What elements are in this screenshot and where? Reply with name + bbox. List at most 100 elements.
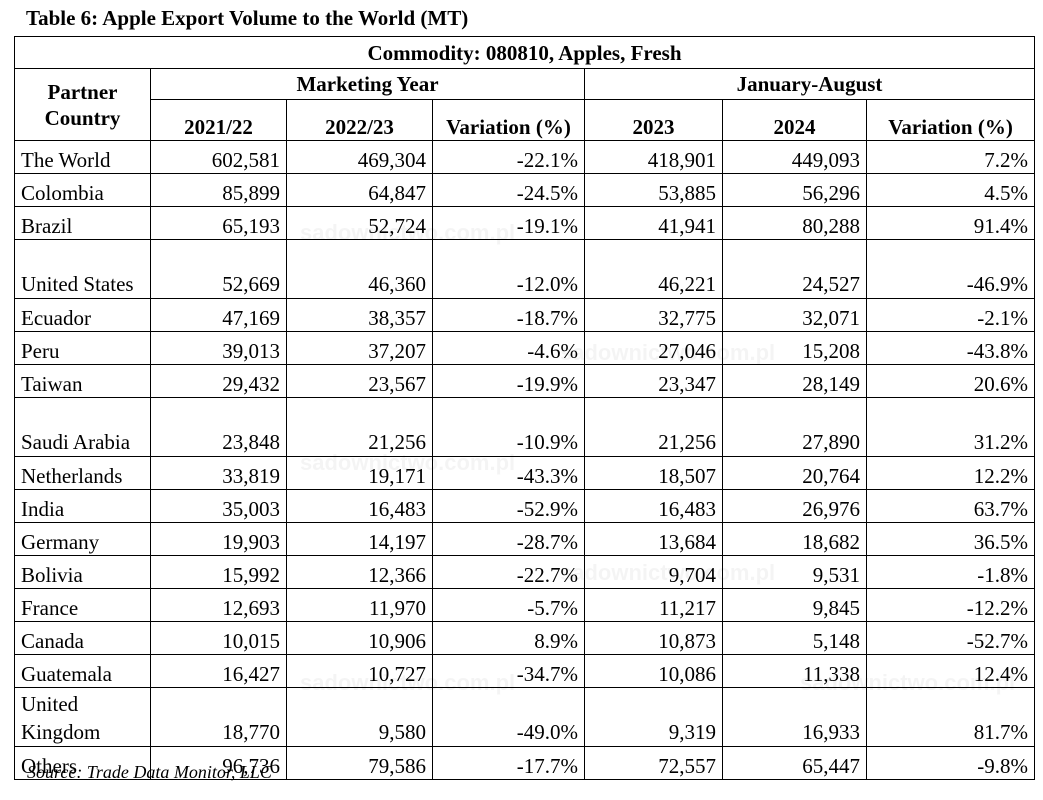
table-row: Canada 10,015 10,906 8.9% 10,873 5,148 -… bbox=[14, 621, 1036, 655]
country-cell: Others bbox=[14, 746, 151, 780]
variation-my: -22.7% bbox=[432, 555, 585, 589]
col-header-2021-22: 2021/22 bbox=[150, 99, 287, 141]
variation-ja: 7.2% bbox=[865, 140, 1036, 174]
value-2022-23: 10,727 bbox=[286, 654, 433, 688]
table-row: The World 602,581 469,304 -22.1% 418,901… bbox=[14, 140, 1036, 174]
variation-my: -28.7% bbox=[432, 522, 585, 556]
value-2024: 11,338 bbox=[722, 654, 867, 688]
value-2024: 65,447 bbox=[722, 746, 867, 780]
commodity-header: Commodity: 080810, Apples, Fresh bbox=[13, 36, 1036, 69]
variation-ja: -1.8% bbox=[865, 555, 1036, 589]
value-2024: 9,845 bbox=[722, 588, 867, 622]
table-caption: Table 6: Apple Export Volume to the Worl… bbox=[26, 6, 469, 30]
variation-ja: -9.8% bbox=[865, 746, 1036, 780]
value-2021-22: 18,770 bbox=[150, 687, 287, 747]
value-2021-22: 96,736 bbox=[150, 746, 287, 780]
table-row: Saudi Arabia 23,848 21,256 -10.9% 21,256… bbox=[14, 397, 1036, 457]
variation-my: -49.0% bbox=[432, 687, 585, 747]
value-2024: 9,531 bbox=[722, 555, 867, 589]
value-2022-23: 79,586 bbox=[286, 746, 433, 780]
variation-ja: -43.8% bbox=[865, 331, 1036, 365]
variation-my: -4.6% bbox=[432, 331, 585, 365]
value-2024: 15,208 bbox=[722, 331, 867, 365]
variation-ja: -46.9% bbox=[865, 239, 1036, 299]
value-2024: 20,764 bbox=[722, 456, 867, 490]
value-2024: 80,288 bbox=[722, 206, 867, 240]
country-cell: United States bbox=[14, 239, 151, 299]
value-2024: 18,682 bbox=[722, 522, 867, 556]
variation-ja: 36.5% bbox=[865, 522, 1036, 556]
table-row: United States 52,669 46,360 -12.0% 46,22… bbox=[14, 239, 1036, 299]
country-cell: Colombia bbox=[14, 173, 151, 207]
value-2021-22: 12,693 bbox=[150, 588, 287, 622]
value-2024: 56,296 bbox=[722, 173, 867, 207]
value-2022-23: 52,724 bbox=[286, 206, 433, 240]
partner-country-header: Partner Country bbox=[14, 68, 151, 141]
value-2023: 10,086 bbox=[584, 654, 723, 688]
variation-ja: 63.7% bbox=[865, 489, 1036, 523]
country-cell: Peru bbox=[14, 331, 151, 365]
value-2023: 10,873 bbox=[584, 621, 723, 655]
value-2023: 9,319 bbox=[584, 687, 723, 747]
value-2022-23: 19,171 bbox=[286, 456, 433, 490]
value-2021-22: 29,432 bbox=[150, 364, 287, 398]
table-row: France 12,693 11,970 -5.7% 11,217 9,845 … bbox=[14, 588, 1036, 622]
value-2021-22: 85,899 bbox=[150, 173, 287, 207]
value-2022-23: 11,970 bbox=[286, 588, 433, 622]
value-2023: 46,221 bbox=[584, 239, 723, 299]
country-cell: India bbox=[14, 489, 151, 523]
col-header-2022-23: 2022/23 bbox=[286, 99, 433, 141]
country-cell: Saudi Arabia bbox=[14, 397, 151, 457]
variation-ja: 12.2% bbox=[865, 456, 1036, 490]
col-header-ja-variation: Variation (%) bbox=[865, 99, 1036, 141]
variation-my: 8.9% bbox=[432, 621, 585, 655]
value-2023: 9,704 bbox=[584, 555, 723, 589]
value-2022-23: 10,906 bbox=[286, 621, 433, 655]
country-cell: United Kingdom bbox=[14, 687, 151, 747]
value-2021-22: 35,003 bbox=[150, 489, 287, 523]
value-2024: 24,527 bbox=[722, 239, 867, 299]
col-header-2024: 2024 bbox=[722, 99, 867, 141]
table-row: Netherlands 33,819 19,171 -43.3% 18,507 … bbox=[14, 456, 1036, 490]
value-2023: 32,775 bbox=[584, 298, 723, 332]
value-2024: 32,071 bbox=[722, 298, 867, 332]
variation-ja: -12.2% bbox=[865, 588, 1036, 622]
table-row: Colombia 85,899 64,847 -24.5% 53,885 56,… bbox=[14, 173, 1036, 207]
table-row: Ecuador 47,169 38,357 -18.7% 32,775 32,0… bbox=[14, 298, 1036, 332]
table-row: Others 96,736 79,586 -17.7% 72,557 65,44… bbox=[14, 746, 1036, 780]
variation-ja: -52.7% bbox=[865, 621, 1036, 655]
variation-ja: 4.5% bbox=[865, 173, 1036, 207]
value-2021-22: 33,819 bbox=[150, 456, 287, 490]
value-2022-23: 23,567 bbox=[286, 364, 433, 398]
value-2021-22: 15,992 bbox=[150, 555, 287, 589]
export-volume-table: Commodity: 080810, Apples, Fresh Partner… bbox=[13, 36, 1036, 780]
variation-my: -52.9% bbox=[432, 489, 585, 523]
value-2023: 13,684 bbox=[584, 522, 723, 556]
value-2023: 11,217 bbox=[584, 588, 723, 622]
value-2022-23: 9,580 bbox=[286, 687, 433, 747]
value-2024: 26,976 bbox=[722, 489, 867, 523]
value-2021-22: 10,015 bbox=[150, 621, 287, 655]
table-row: Brazil 65,193 52,724 -19.1% 41,941 80,28… bbox=[14, 206, 1036, 240]
value-2024: 16,933 bbox=[722, 687, 867, 747]
value-2021-22: 16,427 bbox=[150, 654, 287, 688]
value-2023: 418,901 bbox=[584, 140, 723, 174]
variation-ja: 91.4% bbox=[865, 206, 1036, 240]
value-2021-22: 23,848 bbox=[150, 397, 287, 457]
value-2021-22: 47,169 bbox=[150, 298, 287, 332]
table-row: Taiwan 29,432 23,567 -19.9% 23,347 28,14… bbox=[14, 364, 1036, 398]
value-2022-23: 14,197 bbox=[286, 522, 433, 556]
country-cell: Canada bbox=[14, 621, 151, 655]
value-2021-22: 19,903 bbox=[150, 522, 287, 556]
value-2021-22: 65,193 bbox=[150, 206, 287, 240]
value-2022-23: 37,207 bbox=[286, 331, 433, 365]
value-2022-23: 12,366 bbox=[286, 555, 433, 589]
table-row: United Kingdom 18,770 9,580 -49.0% 9,319… bbox=[14, 687, 1036, 747]
variation-ja: 12.4% bbox=[865, 654, 1036, 688]
country-cell: The World bbox=[14, 140, 151, 174]
value-2022-23: 64,847 bbox=[286, 173, 433, 207]
country-cell: Taiwan bbox=[14, 364, 151, 398]
source-note: Source: Trade Data Monitor, LLC bbox=[27, 762, 272, 782]
col-header-2023: 2023 bbox=[584, 99, 723, 141]
value-2023: 41,941 bbox=[584, 206, 723, 240]
